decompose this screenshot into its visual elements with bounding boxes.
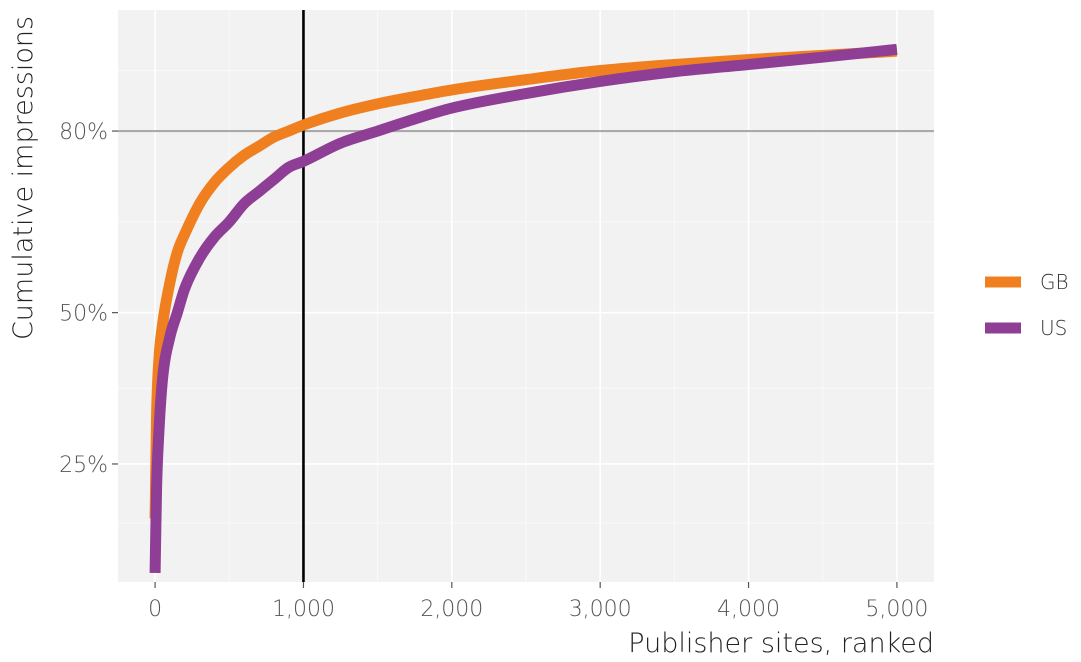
y-axis-title: Cumulative impressions: [8, 16, 39, 340]
y-tick-label: 25%: [59, 453, 108, 478]
x-tick-label: 4,000: [717, 597, 780, 622]
series-line-gb: [149, 45, 898, 519]
legend-label: GB: [1040, 270, 1069, 294]
x-tick-label: 3,000: [569, 597, 632, 622]
legend-label: US: [1040, 316, 1067, 340]
legend-item-gb: GB: [985, 270, 1069, 294]
series-line-us: [149, 43, 898, 574]
y-tick-label: 50%: [59, 302, 108, 327]
x-tick-label: 5,000: [865, 597, 928, 622]
minor-gridlines: [118, 10, 934, 582]
x-axis: 0 1,000 2,000 3,000 4,000 5,000: [148, 582, 928, 622]
y-axis: 25% 50% 80%: [59, 120, 118, 478]
reference-lines: [118, 10, 934, 582]
x-tick-label: 1,000: [272, 597, 335, 622]
series-lines: [149, 43, 898, 574]
legend: GB US: [985, 270, 1069, 340]
x-tick-label: 0: [148, 597, 162, 622]
x-tick-label: 2,000: [420, 597, 483, 622]
legend-item-us: US: [985, 316, 1067, 340]
x-axis-title: Publisher sites, ranked: [628, 628, 934, 659]
y-tick-label: 80%: [59, 120, 108, 145]
